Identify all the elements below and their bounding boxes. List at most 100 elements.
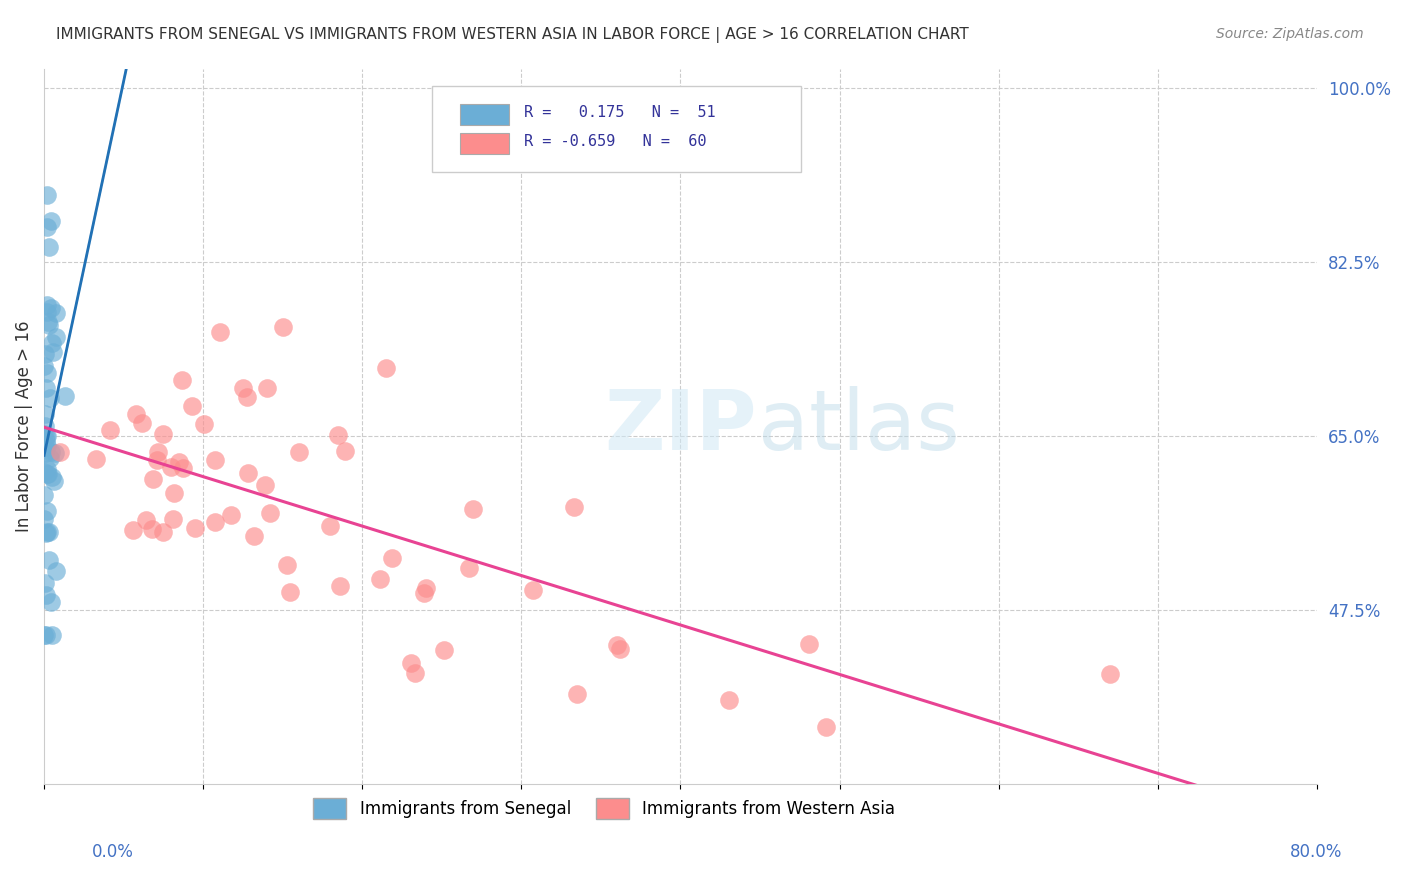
Point: [146, 453, 169, 467]
Point: [35, 381, 58, 395]
Point: [32, 426, 55, 441]
Point: [814, 720, 837, 734]
Point: [221, 508, 243, 523]
Text: 80.0%: 80.0%: [1291, 843, 1343, 861]
Point: [37, 298, 59, 312]
Point: [565, 687, 588, 701]
Point: [41, 345, 63, 359]
Point: [167, 455, 190, 469]
Point: [162, 512, 184, 526]
Point: [522, 582, 544, 597]
Point: [34, 419, 56, 434]
Point: [141, 522, 163, 536]
Point: [209, 326, 232, 340]
Point: [163, 486, 186, 500]
Point: [142, 472, 165, 486]
Point: [326, 428, 349, 442]
Point: [34, 446, 56, 460]
Point: [797, 637, 820, 651]
Y-axis label: In Labor Force | Age > 16: In Labor Force | Age > 16: [15, 320, 32, 532]
Point: [125, 407, 148, 421]
Point: [34, 628, 56, 642]
Point: [39, 445, 62, 459]
Point: [32, 359, 55, 373]
Point: [415, 581, 437, 595]
Point: [231, 381, 253, 395]
Point: [49, 445, 72, 459]
Point: [146, 445, 169, 459]
Point: [39, 594, 62, 608]
Text: R = -0.659   N =  60: R = -0.659 N = 60: [524, 134, 706, 149]
Point: [333, 444, 356, 458]
Point: [38, 240, 60, 254]
Point: [135, 514, 157, 528]
Point: [41, 470, 63, 484]
Point: [172, 373, 194, 387]
Point: [122, 523, 145, 537]
Point: [35, 366, 58, 380]
Legend: Immigrants from Senegal, Immigrants from Western Asia: Immigrants from Senegal, Immigrants from…: [307, 792, 903, 825]
Text: R =   0.175   N =  51: R = 0.175 N = 51: [524, 104, 716, 120]
FancyBboxPatch shape: [460, 103, 509, 125]
Point: [34, 512, 56, 526]
Point: [236, 466, 259, 480]
Text: 0.0%: 0.0%: [91, 843, 134, 861]
Point: [374, 361, 396, 376]
Point: [38, 318, 60, 332]
Point: [53, 389, 76, 403]
Point: [152, 524, 174, 539]
Point: [35, 628, 58, 642]
Point: [609, 641, 631, 656]
Point: [184, 521, 207, 535]
Point: [32, 487, 55, 501]
Point: [34, 440, 56, 454]
Point: [204, 452, 226, 467]
Point: [41, 628, 63, 642]
Point: [34, 407, 56, 421]
Point: [37, 304, 59, 318]
Point: [35, 525, 58, 540]
Point: [42, 474, 65, 488]
Point: [381, 550, 404, 565]
Point: [404, 665, 426, 680]
Point: [39, 450, 62, 465]
Point: [37, 220, 59, 235]
Point: [35, 429, 58, 443]
Point: [38, 525, 60, 540]
Point: [276, 558, 298, 572]
Point: [39, 301, 62, 315]
Text: atlas: atlas: [758, 385, 959, 467]
Point: [461, 502, 484, 516]
Point: [413, 585, 436, 599]
Point: [172, 461, 194, 475]
Point: [204, 515, 226, 529]
Point: [433, 643, 456, 657]
Point: [37, 314, 59, 328]
Point: [193, 417, 215, 432]
Point: [368, 572, 391, 586]
Point: [98, 423, 121, 437]
Point: [318, 519, 340, 533]
Point: [243, 528, 266, 542]
Point: [562, 500, 585, 514]
Point: [45, 306, 67, 320]
Point: [35, 588, 58, 602]
Point: [37, 429, 59, 443]
Point: [160, 460, 183, 475]
Point: [152, 427, 174, 442]
Point: [37, 467, 59, 482]
Point: [35, 462, 58, 476]
FancyBboxPatch shape: [460, 133, 509, 154]
Point: [35, 434, 58, 448]
Point: [271, 319, 294, 334]
Point: [44, 445, 66, 459]
Point: [86, 451, 108, 466]
Point: [236, 390, 259, 404]
Point: [329, 579, 352, 593]
Point: [37, 439, 59, 453]
Point: [253, 478, 276, 492]
Point: [287, 445, 309, 459]
Point: [37, 187, 59, 202]
Point: [45, 329, 67, 343]
Point: [1099, 667, 1122, 681]
